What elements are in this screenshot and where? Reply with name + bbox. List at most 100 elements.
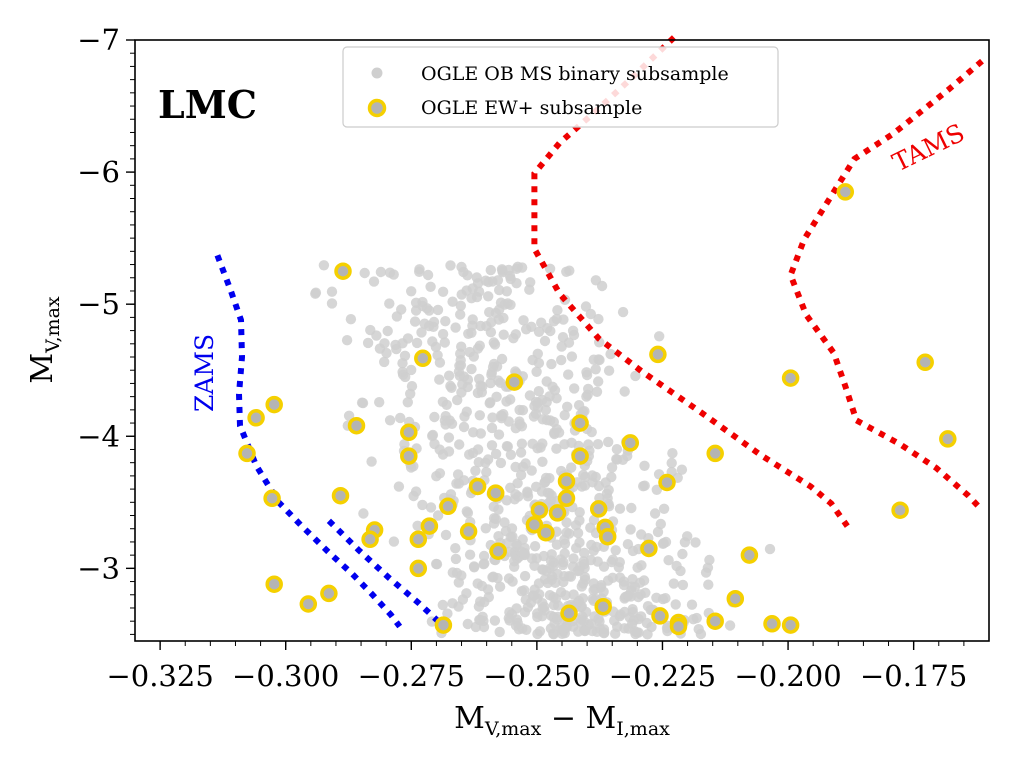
ms-binary-point xyxy=(409,316,421,327)
ms-binary-point xyxy=(501,286,512,297)
ms-binary-point xyxy=(454,370,465,381)
ms-binary-point xyxy=(614,572,626,583)
ms-binary-point xyxy=(455,300,466,311)
ms-binary-point xyxy=(677,548,688,560)
ms-binary-point xyxy=(397,358,408,369)
ms-binary-point xyxy=(443,370,455,381)
ms-binary-point xyxy=(537,564,549,575)
ms-binary-point xyxy=(600,477,611,488)
ms-binary-point xyxy=(688,614,699,625)
ms-binary-point xyxy=(537,438,548,449)
ms-binary-point xyxy=(585,554,597,566)
ms-binary-point xyxy=(495,377,506,388)
ms-binary-point xyxy=(498,329,509,340)
ms-binary-point xyxy=(484,307,495,318)
ew-point xyxy=(247,409,265,427)
ms-binary-point xyxy=(583,439,594,450)
ms-binary-point xyxy=(434,374,445,385)
ew-point xyxy=(439,497,457,516)
ms-binary-point xyxy=(456,261,467,273)
ms-binary-point xyxy=(658,503,670,514)
ew-point xyxy=(594,597,612,616)
region-label: LMC xyxy=(158,82,257,127)
ew-point xyxy=(557,489,576,508)
ew-point xyxy=(400,423,418,442)
ms-binary-point xyxy=(461,588,472,599)
ms-binary-point xyxy=(588,514,600,526)
ms-binary-point xyxy=(550,593,562,604)
ew-point xyxy=(669,617,688,636)
ms-binary-point xyxy=(560,590,571,601)
ms-binary-point xyxy=(690,537,701,548)
ms-binary-point xyxy=(611,444,623,455)
ms-binary-point xyxy=(533,578,545,589)
ms-binary-point xyxy=(514,404,525,416)
ms-binary-point xyxy=(566,437,577,448)
ew-point xyxy=(265,395,283,414)
ms-binary-point xyxy=(602,493,613,504)
ms-binary-point xyxy=(437,286,449,297)
ms-binary-point xyxy=(571,542,582,554)
ms-binary-point xyxy=(572,565,583,577)
ms-binary-point xyxy=(663,555,674,566)
ms-binary-point xyxy=(522,486,533,497)
ms-binary-point xyxy=(633,591,644,603)
ew-point xyxy=(589,500,608,518)
x-tick-label: −0.200 xyxy=(734,659,841,693)
ms-binary-point xyxy=(425,502,437,513)
ms-binary-point xyxy=(432,510,444,521)
ew-point xyxy=(621,434,640,452)
ms-binary-point xyxy=(593,613,604,624)
ms-binary-point xyxy=(464,346,475,358)
ew-point xyxy=(486,484,505,502)
ms-binary-point xyxy=(494,581,506,592)
ms-binary-point xyxy=(393,481,405,492)
ms-binary-point xyxy=(558,314,569,325)
ms-binary-point xyxy=(573,626,584,637)
ms-binary-point xyxy=(505,449,517,460)
ms-binary-point xyxy=(573,595,585,607)
ms-binary-point xyxy=(642,601,654,612)
background-points-series xyxy=(310,260,776,640)
ms-binary-point xyxy=(411,337,423,349)
ms-binary-point xyxy=(341,335,353,346)
ms-binary-point xyxy=(483,291,494,302)
ms-binary-point xyxy=(447,567,458,578)
ms-binary-point xyxy=(536,317,547,328)
ms-binary-point xyxy=(427,430,438,442)
ew-point xyxy=(781,616,800,634)
ms-binary-point xyxy=(531,366,542,377)
ms-binary-point xyxy=(660,593,671,604)
ms-binary-point xyxy=(455,355,466,366)
ms-binary-point xyxy=(382,325,393,337)
ms-binary-point xyxy=(388,269,399,280)
ms-binary-point xyxy=(442,608,453,619)
ms-binary-point xyxy=(499,517,510,528)
ms-binary-point xyxy=(607,554,619,565)
ms-binary-point xyxy=(461,285,472,296)
ms-binary-point xyxy=(517,534,528,545)
ms-binary-point xyxy=(625,524,636,535)
ms-binary-point xyxy=(368,276,380,287)
ms-binary-point xyxy=(545,555,557,566)
ms-binary-point xyxy=(518,315,529,326)
ms-binary-point xyxy=(473,457,484,468)
ms-binary-point xyxy=(474,340,485,351)
ms-binary-point xyxy=(402,397,413,408)
ms-binary-point xyxy=(487,412,498,423)
ms-binary-point xyxy=(463,328,474,339)
ms-binary-point xyxy=(455,309,466,320)
ms-binary-point xyxy=(518,549,530,560)
ms-binary-point xyxy=(440,419,451,430)
ms-binary-point xyxy=(580,301,592,312)
ms-binary-point xyxy=(427,336,438,347)
ms-binary-point xyxy=(453,577,464,588)
ms-binary-point xyxy=(668,578,679,589)
ms-binary-point xyxy=(470,621,482,633)
ew-point xyxy=(706,612,724,630)
ms-binary-point xyxy=(513,491,524,502)
ms-binary-point xyxy=(512,617,523,629)
ms-binary-point xyxy=(585,522,596,533)
ms-binary-point xyxy=(561,527,572,538)
